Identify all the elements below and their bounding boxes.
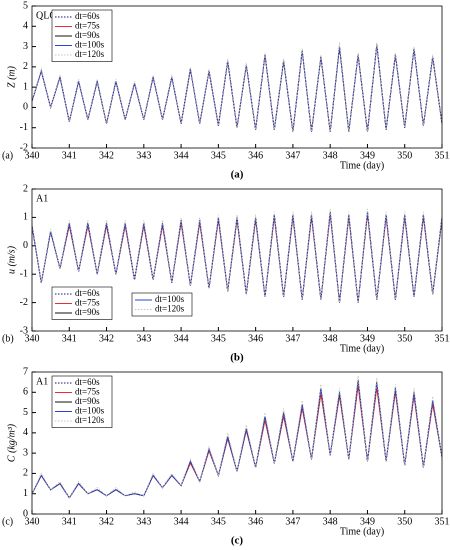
x-tick-label: 343 — [136, 333, 151, 344]
y-tick-label: -2 — [20, 142, 28, 153]
x-tick-label: 343 — [136, 516, 151, 527]
legend-label: dt=120s — [155, 304, 185, 314]
x-tick-label: 343 — [136, 150, 151, 161]
x-tick-label: 341 — [62, 150, 77, 161]
plot-lines — [32, 208, 442, 303]
y-tick-label: 1 — [23, 81, 28, 92]
legend-label: dt=75s — [75, 298, 100, 308]
x-tick-label: 348 — [323, 333, 338, 344]
y-tick-label: 1 — [23, 212, 28, 223]
x-tick-label: 341 — [62, 333, 77, 344]
x-tick-label: 345 — [211, 150, 226, 161]
y-tick-label: -1 — [20, 122, 28, 133]
annotation: A1 — [36, 193, 48, 204]
y-tick-label: 2 — [23, 468, 28, 479]
y-tick-label: 0 — [23, 508, 28, 519]
x-tick-label: 344 — [174, 150, 189, 161]
x-tick-label: 342 — [99, 333, 114, 344]
legend-label: dt=75s — [75, 387, 100, 397]
x-axis-label: Time (day) — [340, 526, 384, 537]
x-tick-label: 340 — [25, 516, 40, 527]
plot-frame — [31, 188, 443, 332]
y-axis-label: u (m/s) — [6, 245, 17, 274]
legend-box — [131, 292, 193, 317]
x-tick-label: 350 — [397, 333, 412, 344]
y-tick-label: 5 — [23, 0, 28, 11]
y-tick-label: 3 — [23, 447, 28, 458]
x-tick-label: 346 — [248, 150, 263, 161]
y-tick-label: 1 — [23, 488, 28, 499]
series-line — [32, 42, 442, 132]
legend-label: dt=100s — [155, 294, 185, 304]
y-tick-label: 3 — [23, 41, 28, 52]
annotation: A1 — [36, 376, 48, 387]
legend-label: dt=90s — [75, 30, 100, 40]
panel-label: (c) — [2, 516, 13, 527]
series-line — [32, 376, 442, 499]
y-axis-label: C (kg/m³) — [6, 423, 17, 462]
x-tick-label: 345 — [211, 516, 226, 527]
caption: (a) — [231, 169, 244, 181]
x-tick-label: 349 — [360, 150, 375, 161]
x-axis-label: Time (day) — [340, 160, 384, 171]
legend-label: dt=100s — [75, 40, 105, 50]
legend-label: dt=90s — [75, 396, 100, 406]
plot-frame — [31, 371, 443, 515]
legend-label: dt=90s — [75, 307, 100, 317]
plot-lines — [32, 376, 442, 499]
plot-frame — [31, 5, 443, 149]
x-tick-label: 350 — [397, 516, 412, 527]
x-tick-label: 348 — [323, 516, 338, 527]
legend-label: dt=60s — [75, 288, 100, 298]
panel-label: (b) — [2, 333, 14, 344]
y-tick-label: 4 — [23, 21, 28, 32]
x-tick-label: 351 — [435, 333, 450, 344]
y-tick-label: 4 — [23, 427, 28, 438]
x-tick-label: 340 — [25, 333, 40, 344]
caption: (c) — [231, 535, 244, 547]
y-tick-label: -1 — [20, 268, 28, 279]
x-tick-label: 348 — [323, 150, 338, 161]
plot-lines — [32, 42, 442, 132]
panel-label: (a) — [2, 150, 13, 161]
legend-label: dt=60s — [75, 11, 100, 21]
legend-label: dt=60s — [75, 377, 100, 387]
x-tick-label: 347 — [285, 333, 300, 344]
y-tick-label: 2 — [23, 183, 28, 194]
x-tick-label: 347 — [285, 516, 300, 527]
y-tick-label: -2 — [20, 297, 28, 308]
x-tick-label: 344 — [174, 333, 189, 344]
legend-label: dt=75s — [75, 21, 100, 31]
legend-label: dt=120s — [75, 49, 105, 59]
x-tick-label: 349 — [360, 333, 375, 344]
x-tick-label: 341 — [62, 516, 77, 527]
y-tick-label: 7 — [23, 366, 28, 377]
x-tick-label: 349 — [360, 516, 375, 527]
y-tick-label: 6 — [23, 387, 28, 398]
y-tick-label: 0 — [23, 240, 28, 251]
x-tick-label: 344 — [174, 516, 189, 527]
x-tick-label: 347 — [285, 150, 300, 161]
annotation: QLG — [36, 10, 57, 21]
x-tick-label: 351 — [435, 516, 450, 527]
y-axis-label: Z (m) — [6, 65, 17, 88]
legend-label: dt=100s — [75, 406, 105, 416]
y-tick-label: -3 — [20, 325, 28, 336]
y-tick-label: 5 — [23, 407, 28, 418]
x-tick-label: 346 — [248, 333, 263, 344]
x-tick-label: 345 — [211, 333, 226, 344]
y-tick-label: 0 — [23, 102, 28, 113]
y-tick-label: 2 — [23, 61, 28, 72]
legend-label: dt=120s — [75, 415, 105, 425]
x-axis-label: Time (day) — [340, 343, 384, 354]
x-tick-label: 351 — [435, 150, 450, 161]
x-tick-label: 346 — [248, 516, 263, 527]
x-tick-label: 342 — [99, 516, 114, 527]
x-tick-label: 340 — [25, 150, 40, 161]
x-tick-label: 350 — [397, 150, 412, 161]
series-line — [32, 208, 442, 303]
caption: (b) — [230, 352, 244, 364]
x-tick-label: 342 — [99, 150, 114, 161]
